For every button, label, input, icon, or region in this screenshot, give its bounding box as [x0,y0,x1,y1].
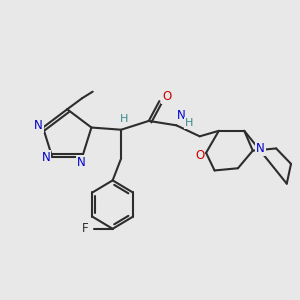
Text: N: N [177,109,186,122]
Text: N: N [256,142,265,155]
Text: H: H [185,118,193,128]
Text: N: N [34,119,43,132]
Text: N: N [41,151,50,164]
Text: N: N [77,156,85,169]
Text: O: O [195,148,204,161]
Text: O: O [162,90,171,103]
Text: H: H [120,114,128,124]
Text: F: F [82,222,88,235]
